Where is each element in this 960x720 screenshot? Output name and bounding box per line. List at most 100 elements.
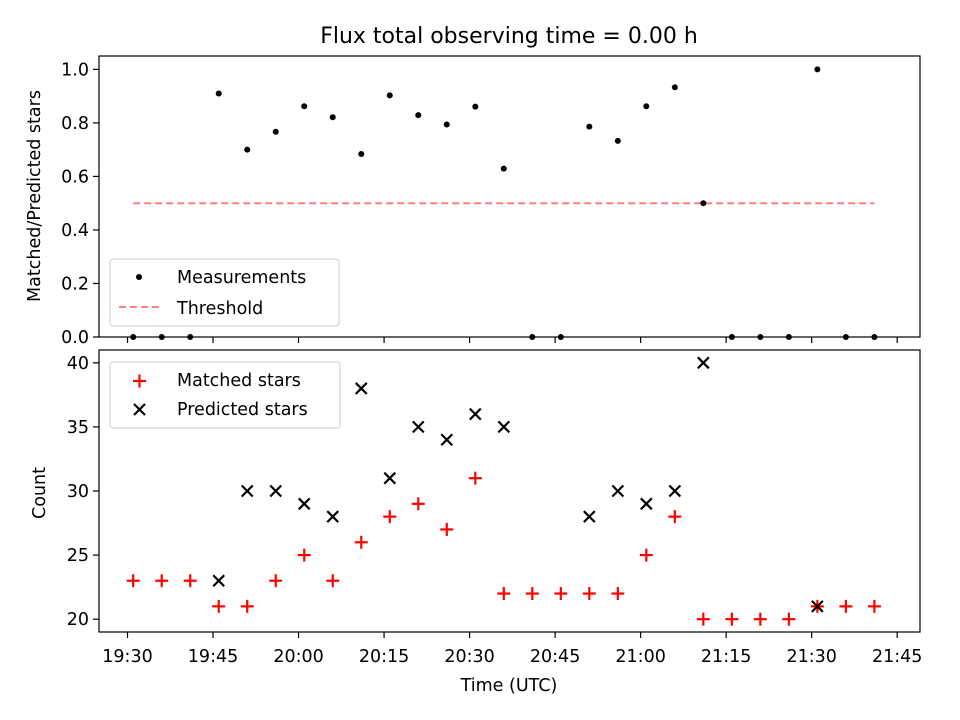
top-y-axis-label: Matched/Predicted stars xyxy=(25,90,45,302)
y-tick-label: 0.4 xyxy=(61,221,89,241)
matched-point xyxy=(525,587,539,601)
predicted-point xyxy=(811,600,824,613)
legend-matched-marker xyxy=(133,374,146,388)
matched-point xyxy=(582,587,596,601)
x-tick-label: 20:15 xyxy=(359,647,409,667)
top-axes-frame xyxy=(98,55,921,338)
x-tick-label: 20:45 xyxy=(530,647,580,667)
measurement-point xyxy=(500,165,507,172)
matched-point xyxy=(468,471,482,485)
matched-point xyxy=(725,612,739,626)
measurement-point xyxy=(415,112,422,119)
matched-point xyxy=(839,599,853,613)
matched-point xyxy=(126,574,140,588)
top-x-ticks xyxy=(126,337,898,343)
bottom-x-ticks: 19:30 19:45 20:00 20:15 20:30 20:45 21:00 21:15… xyxy=(102,632,922,667)
matched-point xyxy=(554,587,568,601)
measurement-point xyxy=(301,103,308,110)
predicted-point xyxy=(383,471,397,485)
measurement-point xyxy=(643,103,650,110)
y-tick-label: 0.0 xyxy=(61,328,89,348)
matched-point xyxy=(354,535,368,549)
y-tick-label: 1.0 xyxy=(61,60,89,80)
measurement-point xyxy=(700,200,707,207)
predicted-point xyxy=(668,484,682,498)
predicted-point xyxy=(240,484,254,498)
matched-point xyxy=(411,497,425,511)
measurement-point xyxy=(472,103,479,110)
x-tick-label: 21:30 xyxy=(786,647,836,667)
bottom-x-axis-label: Time (UTC) xyxy=(460,676,558,696)
matched-point xyxy=(611,587,625,601)
matched-point xyxy=(240,599,254,613)
matched-point xyxy=(383,510,397,524)
predicted-point xyxy=(640,497,653,511)
measurement-point xyxy=(386,92,393,99)
matched-point xyxy=(753,612,767,626)
predicted-point xyxy=(297,497,311,511)
measurement-point xyxy=(586,123,593,130)
x-tick-label: 20:30 xyxy=(444,647,494,667)
y-tick-label: 30 xyxy=(67,482,89,502)
matched-point xyxy=(183,574,197,588)
y-tick-label: 20 xyxy=(67,610,89,630)
measurement-point xyxy=(272,128,279,135)
matched-point xyxy=(297,548,311,562)
predicted-point xyxy=(469,407,482,421)
x-tick-label: 19:30 xyxy=(102,647,152,667)
y-tick-label: 0.8 xyxy=(61,114,89,134)
legend-measurements-marker xyxy=(136,274,142,280)
bottom-y-axis-label: Count xyxy=(30,467,50,519)
bottom-plot-area xyxy=(126,356,881,626)
measurement-point xyxy=(329,114,336,121)
measurement-point xyxy=(244,146,251,153)
predicted-point xyxy=(411,420,425,434)
predicted-point xyxy=(497,420,511,434)
predicted-point xyxy=(583,510,596,523)
bottom-y-ticks: 20 25 30 35 40 xyxy=(67,354,99,630)
top-legend-box xyxy=(109,258,340,327)
matched-point xyxy=(155,574,169,588)
measurement-point xyxy=(671,84,678,91)
bottom-axes-frame xyxy=(98,349,921,633)
matched-point xyxy=(269,574,283,588)
top-panel: Matched/Predicted stars 0.0 0.2 0.4 0.6 0.8 1… xyxy=(25,55,921,348)
chart-title: Flux total observing time = 0.00 h xyxy=(320,24,698,49)
x-tick-label: 21:45 xyxy=(872,647,922,667)
measurement-point xyxy=(814,66,821,73)
y-tick-label: 40 xyxy=(67,354,89,374)
x-tick-label: 20:00 xyxy=(273,647,323,667)
y-tick-label: 0.6 xyxy=(61,167,89,187)
predicted-point xyxy=(697,356,710,370)
predicted-point xyxy=(440,433,454,447)
y-tick-label: 35 xyxy=(67,418,89,438)
predicted-point xyxy=(611,484,625,498)
x-tick-label: 21:00 xyxy=(615,647,665,667)
bottom-legend-box xyxy=(109,361,341,429)
bottom-panel: Count Time (UTC) 20 25 30 35 40 19:30 19:45 20… xyxy=(30,349,922,696)
top-y-ticks: 0.0 0.2 0.4 0.6 0.8 1.0 xyxy=(61,60,99,348)
y-tick-label: 25 xyxy=(67,546,89,566)
measurement-point xyxy=(443,121,450,128)
x-tick-label: 19:45 xyxy=(188,647,238,667)
predicted-point xyxy=(354,382,368,395)
predicted-point xyxy=(269,484,283,498)
legend-predicted-marker xyxy=(133,403,146,416)
x-tick-label: 21:15 xyxy=(701,647,751,667)
y-tick-label: 0.2 xyxy=(61,274,89,294)
legend-threshold-label: Threshold xyxy=(176,299,263,319)
bottom-legend: Matched stars Predicted stars xyxy=(109,361,341,429)
matched-point xyxy=(668,510,682,524)
measurement-point xyxy=(614,137,621,144)
matched-point xyxy=(440,522,454,536)
predicted-point xyxy=(212,574,226,588)
legend-matched-label: Matched stars xyxy=(177,371,301,391)
matched-point xyxy=(782,612,796,626)
predicted-point xyxy=(326,510,340,523)
measurement-point xyxy=(358,150,365,157)
matched-point xyxy=(497,587,511,601)
measurement-point xyxy=(215,90,222,97)
matched-point xyxy=(212,599,226,613)
matched-point xyxy=(867,599,881,613)
